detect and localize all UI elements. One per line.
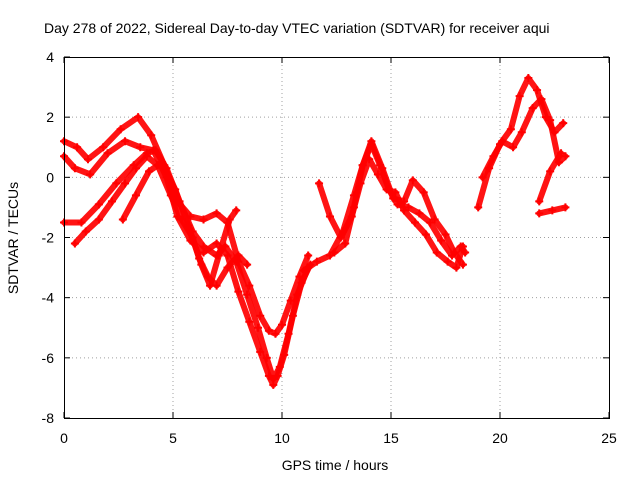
x-tick-label: 15 <box>383 430 399 446</box>
y-tick-label: -2 <box>42 230 55 246</box>
y-tick-label: 4 <box>46 49 54 65</box>
x-tick-label: 5 <box>169 430 177 446</box>
series-line-track-11 <box>539 153 561 201</box>
y-tick-label: 2 <box>46 109 54 125</box>
y-axis-label: SDTVAR / TECUs <box>5 182 21 294</box>
y-tick-label: 0 <box>46 169 54 185</box>
y-tick-label: -8 <box>42 410 55 426</box>
x-tick-label: 20 <box>492 430 508 446</box>
data-series <box>60 74 569 389</box>
x-axis-label: GPS time / hours <box>282 457 389 473</box>
series-line-track-9 <box>478 78 563 207</box>
chart-title: Day 278 of 2022, Sidereal Day-to-day VTE… <box>44 20 550 36</box>
chart: Day 278 of 2022, Sidereal Day-to-day VTE… <box>0 0 640 480</box>
x-tick-label: 10 <box>274 430 290 446</box>
y-tick-label: -4 <box>42 290 55 306</box>
y-tick-label: -6 <box>42 350 55 366</box>
x-tick-label: 0 <box>60 430 68 446</box>
x-tick-label: 25 <box>601 430 617 446</box>
series-line-track-3 <box>64 150 308 379</box>
